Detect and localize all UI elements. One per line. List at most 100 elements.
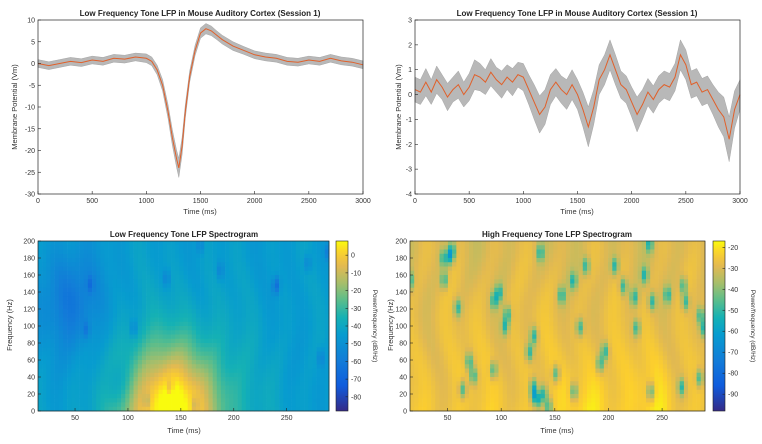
heatmap-cell [324, 279, 330, 284]
heatmap-cell [233, 283, 238, 289]
heatmap-cell [137, 368, 143, 374]
heatmap-cell [137, 270, 143, 276]
heatmap-cell [187, 364, 193, 369]
heatmap-cell [595, 381, 600, 386]
heatmap-cell [422, 368, 428, 374]
heatmap-cell [570, 394, 575, 399]
heatmap-cell [46, 385, 51, 391]
heatmap-cell [477, 292, 482, 297]
heatmap-cell [485, 330, 491, 335]
heatmap-cell [83, 368, 89, 374]
heatmap-cell [565, 338, 571, 344]
heatmap-cell [431, 266, 436, 272]
heatmap-cell [96, 241, 101, 246]
heatmap-cell [452, 283, 457, 289]
heatmap-cell [469, 394, 474, 399]
heatmap-cell [460, 313, 466, 318]
heatmap-cell [62, 377, 68, 382]
heatmap-cell [304, 330, 309, 335]
heatmap-cell [295, 389, 301, 395]
heatmap-cell [87, 355, 93, 361]
heatmap-cell [216, 398, 222, 403]
x-tick-label: 2500 [301, 198, 317, 205]
heatmap-cell [553, 296, 558, 301]
heatmap-cell [266, 381, 272, 386]
heatmap-cell [233, 381, 238, 386]
heatmap-cell [204, 351, 209, 357]
heatmap-cell [544, 309, 550, 314]
heatmap-cell [162, 300, 168, 306]
heatmap-cell [426, 245, 432, 250]
heatmap-cell [523, 283, 529, 289]
heatmap-cell [418, 245, 423, 250]
heatmap-cell [146, 287, 151, 293]
heatmap-cell [324, 326, 330, 331]
heatmap-cell [108, 347, 114, 352]
heatmap-cell [258, 406, 263, 412]
heatmap-cell [443, 398, 449, 403]
heatmap-cell [141, 364, 147, 369]
heatmap-cell [532, 360, 537, 365]
heatmap-cell [208, 334, 213, 340]
heatmap-cell [418, 343, 423, 348]
heatmap-cell [108, 338, 114, 344]
heatmap-cell [308, 368, 313, 374]
heatmap-cell [536, 406, 541, 412]
heatmap-cell [58, 394, 64, 399]
heatmap-cell [557, 241, 563, 246]
heatmap-cell [549, 381, 554, 386]
heatmap-cell [291, 283, 297, 289]
heatmap-cell [270, 398, 276, 403]
heatmap-cell [414, 241, 419, 246]
heatmap-cell [279, 360, 284, 365]
heatmap-cell [532, 364, 537, 369]
heatmap-cell [515, 372, 520, 378]
heatmap-cell [38, 317, 43, 323]
heatmap-cell [443, 296, 449, 301]
heatmap-cell [250, 249, 255, 255]
heatmap-cell [83, 347, 89, 352]
heatmap-cell [435, 351, 440, 357]
heatmap-cell [464, 351, 470, 357]
heatmap-cell [494, 338, 499, 344]
heatmap-cell [283, 368, 288, 374]
heatmap-cell [46, 245, 51, 250]
heatmap-cell [212, 266, 218, 272]
heatmap-cell [183, 398, 188, 403]
heatmap-cell [431, 377, 436, 382]
heatmap-cell [146, 262, 151, 267]
heatmap-cell [121, 241, 126, 246]
heatmap-cell [502, 313, 508, 318]
heatmap-cell [266, 368, 272, 374]
heatmap-cell [154, 330, 159, 335]
heatmap-cell [591, 330, 596, 335]
heatmap-cell [620, 338, 626, 344]
heatmap-cell [112, 326, 118, 331]
heatmap-cell [216, 360, 222, 365]
heatmap-cell [528, 262, 533, 267]
heatmap-cell [183, 321, 188, 327]
heatmap-cell [87, 245, 93, 250]
heatmap-cell [418, 279, 423, 284]
heatmap-cell [587, 368, 592, 374]
heatmap-cell [523, 253, 529, 259]
heatmap-cell [233, 351, 238, 357]
heatmap-cell [254, 266, 259, 272]
heatmap-cell [469, 364, 474, 369]
heatmap-cell [481, 321, 487, 327]
heatmap-cell [262, 304, 267, 310]
heatmap-cell [154, 309, 159, 314]
heatmap-cell [204, 347, 209, 352]
heatmap-cell [410, 270, 415, 276]
heatmap-cell [229, 377, 234, 382]
heatmap-cell [312, 355, 317, 361]
heatmap-cell [469, 355, 474, 361]
heatmap-cell [96, 309, 101, 314]
heatmap-cell [587, 304, 592, 310]
heatmap-cell [183, 296, 188, 301]
heatmap-cell [154, 249, 159, 255]
heatmap-cell [183, 338, 188, 344]
heatmap-cell [561, 338, 567, 344]
heatmap-cell [620, 304, 626, 310]
heatmap-cell [422, 402, 428, 408]
